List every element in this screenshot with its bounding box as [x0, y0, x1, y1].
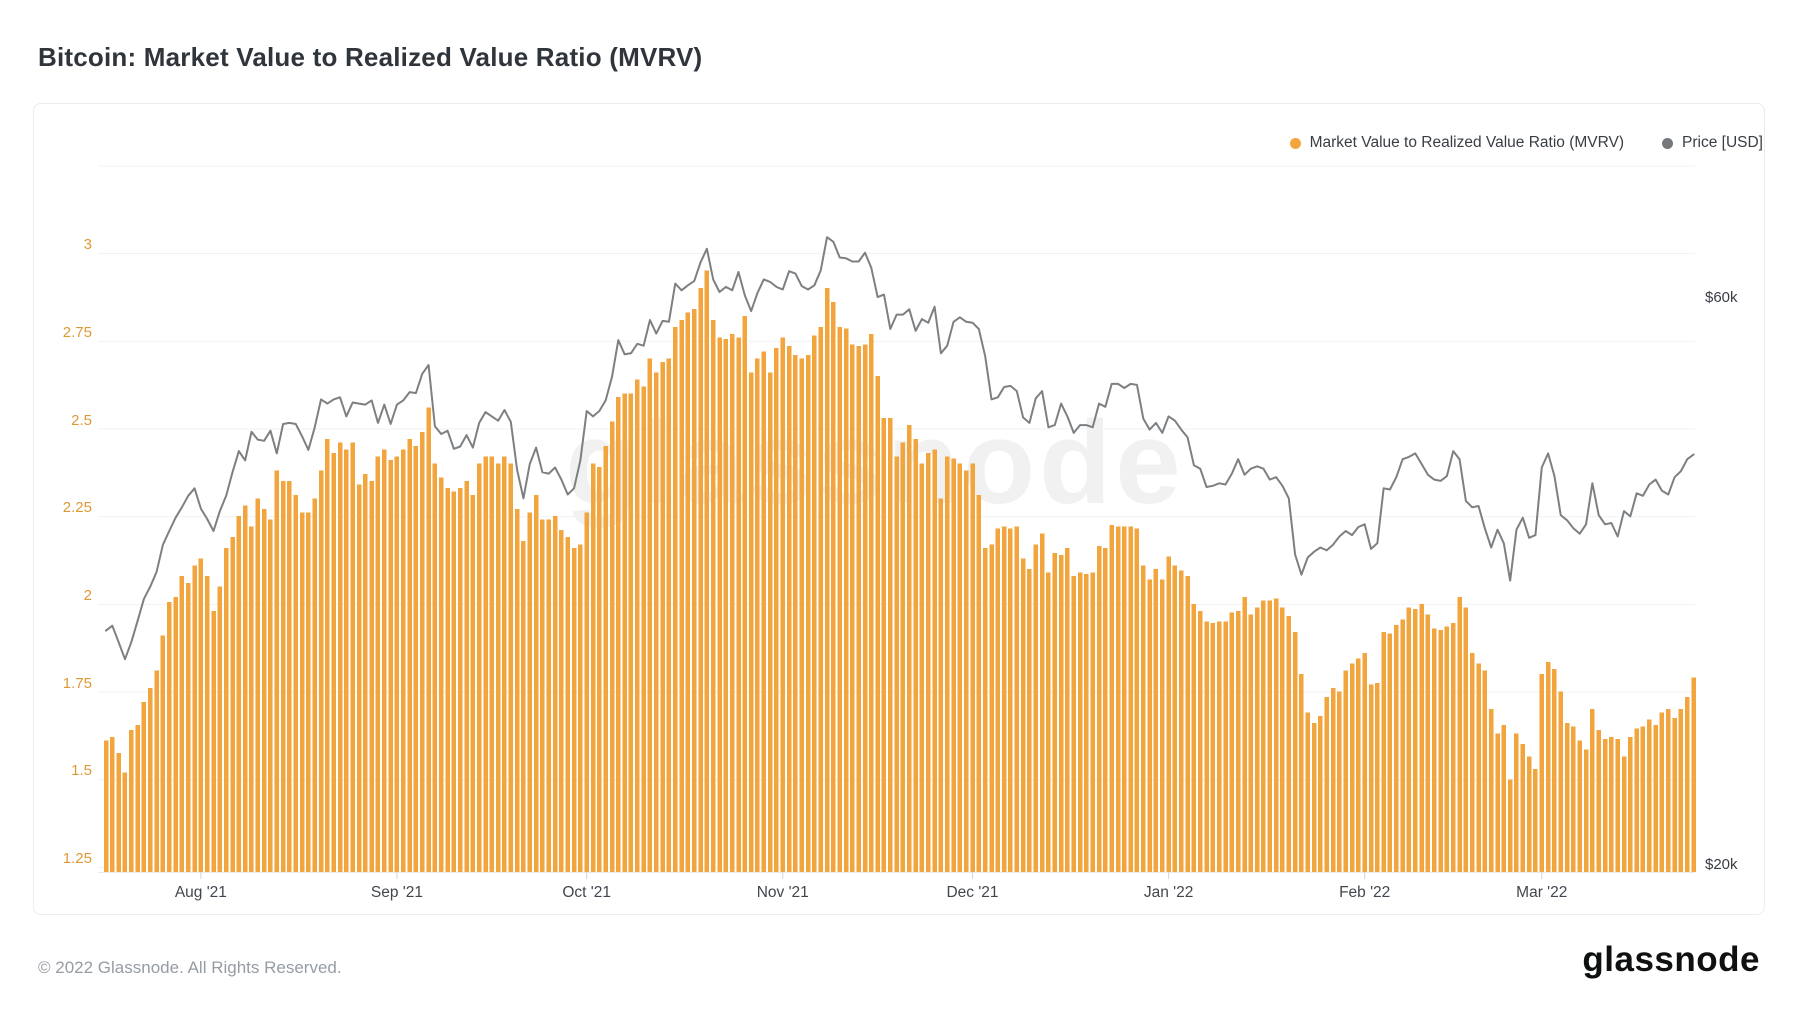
- y-axis-label: 2.75: [62, 323, 92, 341]
- y-axis-label: 2.5: [71, 411, 92, 429]
- y-axis-label: 1.75: [62, 674, 92, 692]
- x-axis-label: Nov '21: [756, 884, 809, 901]
- chart-legend: Market Value to Realized Value Ratio (MV…: [1289, 134, 1763, 152]
- price-legend-dot-icon: [1662, 137, 1674, 149]
- footer-copyright: © 2022 Glassnode. All Rights Reserved.: [38, 958, 342, 977]
- x-axis-label: Sep '21: [370, 884, 423, 901]
- x-axis-label: Dec '21: [946, 884, 999, 901]
- right-axis-label: $20k: [1705, 856, 1738, 873]
- legend-item-label: Market Value to Realized Value Ratio (MV…: [1309, 134, 1625, 151]
- glassnode-logo[interactable]: glassnode: [1582, 940, 1760, 979]
- y-axis-label: 3: [83, 236, 92, 254]
- y-axis-label: 1.25: [62, 850, 92, 867]
- page-title: Bitcoin: Market Value to Realized Value …: [38, 42, 703, 72]
- mvrv-legend-dot-icon: [1289, 137, 1301, 149]
- y-axis-label: 2.25: [62, 499, 92, 517]
- x-axis-label: Oct '21: [562, 884, 611, 901]
- y-axis-label: 1.5: [71, 762, 92, 780]
- legend-item-mvrv[interactable]: Market Value to Realized Value Ratio (MV…: [1289, 134, 1625, 152]
- right-axis-label: $60k: [1705, 289, 1738, 306]
- x-axis-label: Jan '22: [1143, 884, 1194, 901]
- x-axis-label: Aug '21: [174, 884, 227, 901]
- x-axis-label: Feb '22: [1339, 884, 1391, 901]
- legend-item-label: Price [USD]: [1682, 134, 1763, 151]
- x-axis-label: Mar '22: [1516, 884, 1568, 901]
- legend-item-price[interactable]: Price [USD]: [1662, 134, 1763, 152]
- y-axis-label: 2: [83, 586, 92, 604]
